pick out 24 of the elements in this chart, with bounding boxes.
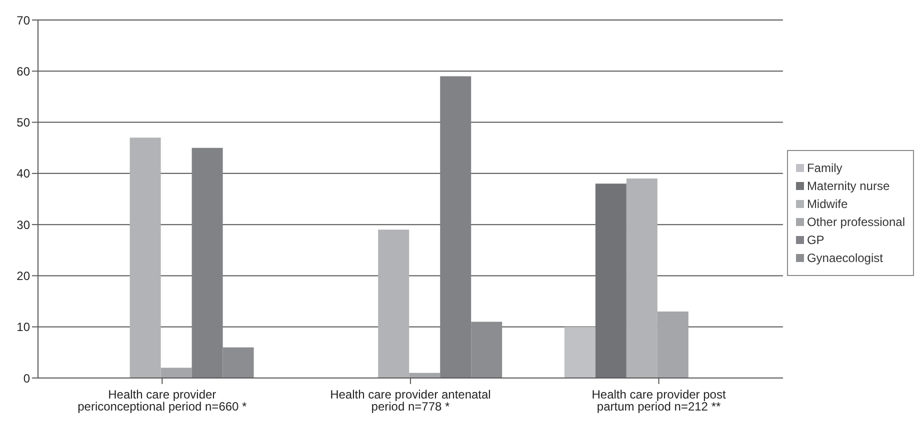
legend-label: Family bbox=[806, 161, 842, 175]
x-tick-label: Health care provider post partum period n=212 ** bbox=[592, 388, 726, 414]
y-tick-label: 20 bbox=[16, 268, 30, 283]
bar bbox=[160, 368, 192, 378]
y-tick-label: 30 bbox=[16, 218, 30, 232]
legend-label: Midwife bbox=[806, 197, 848, 211]
y-tick-label: 40 bbox=[16, 166, 30, 181]
bar bbox=[378, 230, 410, 378]
y-tick-label: 0 bbox=[23, 371, 30, 386]
bar bbox=[657, 312, 688, 378]
legend-label: GP bbox=[806, 233, 824, 247]
y-tick-label: 10 bbox=[16, 320, 30, 334]
y-tick-label: 70 bbox=[16, 13, 30, 28]
legend-label: Other professional bbox=[806, 215, 905, 229]
bar bbox=[595, 184, 626, 378]
legend-label: Maternity nurse bbox=[806, 179, 890, 193]
legend-label: Gynaecologist bbox=[806, 251, 883, 265]
x-tick-label: Health care provider antenatal period n=778 * bbox=[330, 388, 491, 414]
bar bbox=[626, 178, 658, 378]
y-tick-label: 50 bbox=[16, 116, 30, 130]
x-tick-label: Health care provider periconceptional period n=660 * bbox=[78, 388, 248, 414]
bar bbox=[130, 138, 161, 378]
bar bbox=[564, 326, 596, 378]
y-tick-label: 60 bbox=[16, 64, 30, 78]
